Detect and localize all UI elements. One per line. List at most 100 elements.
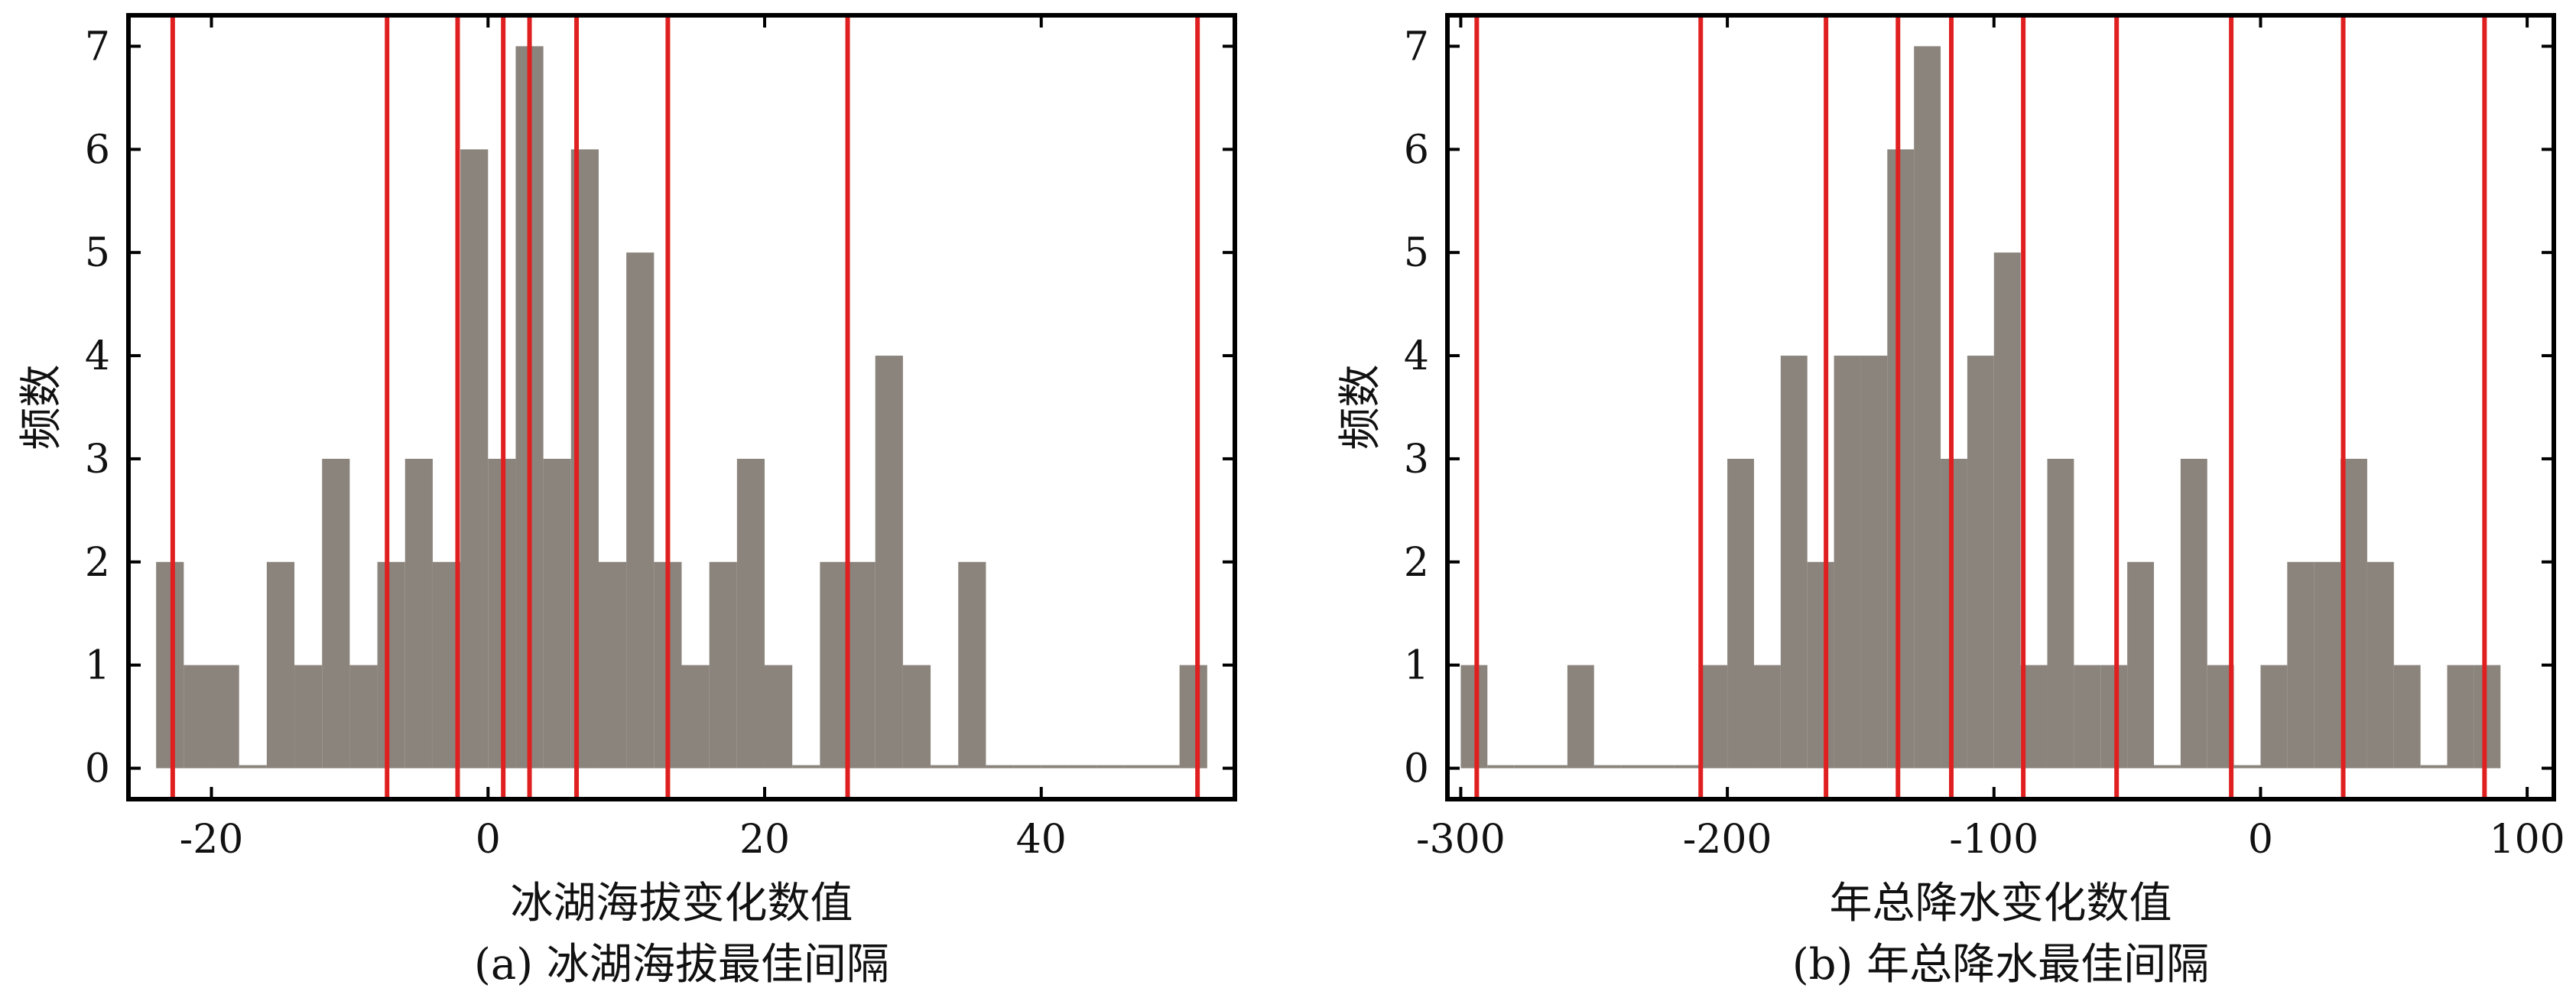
histogram-bar (1834, 356, 1861, 769)
histogram-bar (598, 561, 627, 769)
histogram-bar (2366, 561, 2394, 769)
y-tick-label: 5 (85, 230, 110, 276)
y-tick-label: 3 (85, 437, 110, 483)
x-tick-label: -100 (1949, 817, 2038, 863)
y-tick-label: 6 (85, 127, 110, 173)
histogram-bar (2047, 458, 2074, 769)
plot-frame-b (1445, 13, 2556, 801)
histogram-bar (1514, 765, 1541, 769)
y-axis-b: 0 1 2 3 4 5 6 7 (1404, 24, 2554, 792)
x-axis-label-b: 年总降水变化数值 (1830, 879, 2172, 928)
histogram-bar (1647, 765, 1675, 769)
histogram-bar (958, 561, 986, 769)
histogram-bar (1914, 46, 1941, 769)
x-tick-label: 0 (476, 817, 501, 863)
histogram-bar (1887, 149, 1915, 769)
plot-frame-a (126, 13, 1237, 801)
y-axis-a: 0 1 2 3 4 5 6 7 (85, 24, 1235, 792)
histogram-bar (1780, 356, 1808, 769)
histogram-bar (294, 665, 323, 769)
histogram-bar (322, 458, 350, 769)
x-tick-label: -300 (1416, 817, 1506, 863)
histogram-bar (1727, 458, 1754, 769)
x-tick-label: -20 (180, 817, 244, 863)
histogram-bar (184, 665, 212, 769)
y-tick-label: 3 (1404, 437, 1429, 483)
x-tick-label: 20 (739, 817, 790, 863)
caption-a: (a) 冰湖海拔最佳间隔 (474, 940, 889, 990)
histogram-bar (2287, 561, 2315, 769)
y-tick-label: 6 (1404, 127, 1429, 173)
break-lines-b (1474, 15, 2487, 799)
histogram-bar (986, 765, 1014, 769)
histogram-bar (1152, 765, 1180, 769)
histogram-panel-a: -20 0 20 40 0 1 2 3 4 5 6 7 冰湖海拔变化数值 频数 (a) 冰湖海拔最佳… (17, 13, 1237, 990)
y-tick-label: 7 (1404, 24, 1429, 70)
histogram-bar (1487, 765, 1515, 769)
histogram-bar (2127, 561, 2154, 769)
histogram-bar (2393, 665, 2421, 769)
histogram-bar (875, 356, 903, 769)
x-tick-label: 40 (1016, 817, 1067, 863)
histogram-bars-b (1460, 46, 2501, 769)
histogram-bar (1941, 458, 1967, 769)
x-axis-b: -300 -200 -100 0 100 (1416, 15, 2565, 863)
histogram-bar (266, 561, 295, 769)
y-tick-label: 4 (85, 333, 110, 379)
histogram-bar (1593, 765, 1621, 769)
histogram-bar (2153, 765, 2181, 769)
x-tick-label: 100 (2489, 817, 2565, 863)
histogram-bar (1620, 765, 1648, 769)
y-tick-label: 1 (85, 643, 110, 689)
y-tick-label: 1 (1404, 643, 1429, 689)
histogram-bar (1860, 356, 1888, 769)
histogram-bar (1179, 665, 1207, 769)
histogram-bar (1674, 765, 1701, 769)
break-lines-a (170, 15, 1200, 799)
y-tick-label: 2 (85, 540, 110, 586)
histogram-bar (1096, 765, 1125, 769)
histogram-bar (2420, 765, 2448, 769)
y-tick-label: 2 (1404, 540, 1429, 586)
histogram-bar (377, 561, 405, 769)
histogram-bar (1701, 665, 1728, 769)
histogram-bar (1807, 561, 1834, 769)
histogram-bar (2100, 665, 2128, 769)
y-tick-label: 5 (1404, 230, 1429, 276)
histogram-bar (1041, 765, 1069, 769)
histogram-bar (1567, 665, 1594, 769)
histogram-bar (2233, 765, 2261, 769)
y-tick-label: 0 (1404, 746, 1429, 792)
caption-b: (b) 年总降水最佳间隔 (1792, 940, 2209, 990)
x-axis-label-a: 冰湖海拔变化数值 (511, 879, 853, 928)
histogram-bar (709, 561, 737, 769)
histogram-bar (1124, 765, 1152, 769)
histogram-bar (2474, 665, 2501, 769)
histogram-bar (792, 765, 820, 769)
y-tick-label: 0 (85, 746, 110, 792)
y-axis-label-a: 频数 (17, 365, 67, 450)
histogram-bar (1460, 665, 1488, 769)
histogram-bar (156, 561, 184, 769)
histogram-bar (1068, 765, 1097, 769)
histogram-bar (765, 665, 793, 769)
histogram-bar (1967, 356, 1994, 769)
x-tick-label: -200 (1683, 817, 1772, 863)
y-tick-label: 7 (85, 24, 110, 70)
histogram-bar (1753, 665, 1781, 769)
histogram-bar (543, 458, 571, 769)
histogram-bar (902, 665, 931, 769)
histogram-bar (404, 458, 433, 769)
histogram-bar (2074, 665, 2101, 769)
histogram-bar (211, 665, 239, 769)
histogram-bar (681, 665, 710, 769)
histogram-bar (2260, 665, 2288, 769)
histogram-bar (239, 765, 267, 769)
histogram-bar (460, 149, 489, 769)
histogram-bars-a (156, 46, 1207, 769)
x-axis-a: -20 0 20 40 (180, 15, 1067, 863)
histogram-bar (736, 458, 765, 769)
histogram-bar (1993, 252, 2021, 769)
histogram-bar (1013, 765, 1041, 769)
